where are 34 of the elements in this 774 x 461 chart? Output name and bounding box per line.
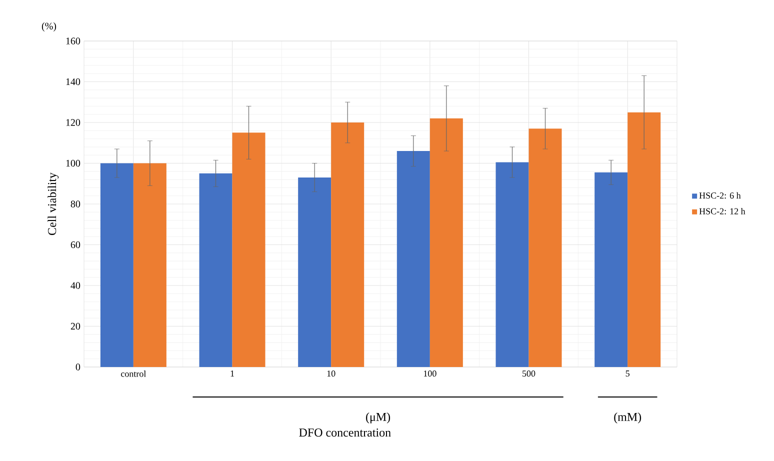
bar bbox=[594, 172, 628, 367]
bar bbox=[628, 112, 661, 367]
bar bbox=[430, 118, 463, 367]
y-tick-label: 120 bbox=[66, 119, 80, 126]
legend-label: HSC-2: 6 h bbox=[699, 192, 741, 199]
bar bbox=[298, 178, 332, 367]
bar bbox=[528, 128, 562, 367]
y-tick-label: 140 bbox=[66, 78, 80, 86]
y-tick-label: 20 bbox=[70, 322, 80, 330]
bar bbox=[496, 162, 529, 367]
text: (mM) bbox=[614, 412, 642, 424]
x-tick-label: 100 bbox=[424, 370, 436, 377]
legend-label: HSC-2: 12 h bbox=[699, 208, 746, 214]
bar bbox=[199, 173, 232, 367]
y-tick-label: 0 bbox=[76, 364, 80, 370]
y-tick-label: 40 bbox=[70, 282, 80, 289]
bar bbox=[232, 132, 266, 367]
x-tick-label: 10 bbox=[327, 370, 336, 377]
x-tick-label: 500 bbox=[522, 370, 536, 377]
bar bbox=[331, 122, 364, 367]
y-tick-label: 80 bbox=[70, 200, 80, 208]
y-tick-label: 100 bbox=[66, 160, 80, 167]
x-tick-label: control bbox=[121, 370, 146, 377]
y-tick-label: 60 bbox=[70, 241, 80, 248]
y-axis-title: Cell viability bbox=[48, 172, 59, 236]
text: (%) bbox=[42, 22, 56, 32]
bar bbox=[100, 163, 134, 367]
x-tick-label: 5 bbox=[626, 370, 630, 377]
x-tick-label: 1 bbox=[230, 370, 234, 376]
bar bbox=[133, 163, 166, 367]
x-axis-title: DFO concentration bbox=[299, 428, 391, 437]
text: (μM) bbox=[366, 412, 390, 424]
bar bbox=[396, 151, 430, 367]
y-tick-label: 160 bbox=[66, 38, 80, 44]
